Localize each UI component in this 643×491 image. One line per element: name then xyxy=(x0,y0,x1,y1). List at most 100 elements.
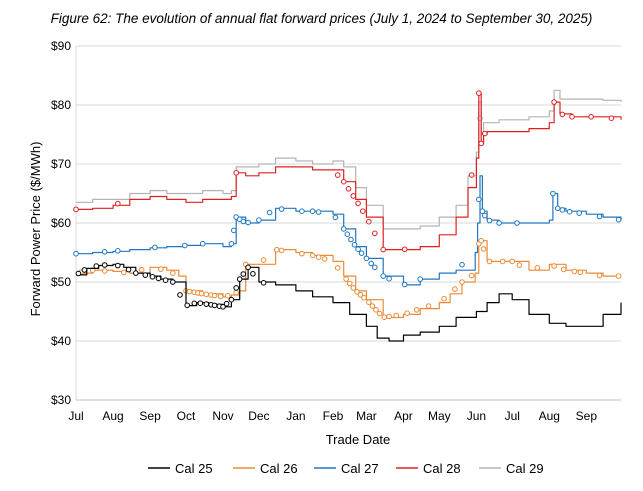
data-point xyxy=(231,227,237,234)
legend-item-cal-26: Cal 26 xyxy=(233,461,298,476)
data-point xyxy=(186,288,193,295)
data-point xyxy=(233,170,239,176)
x-tick-label: Sep xyxy=(576,409,598,423)
series-line xyxy=(76,263,622,342)
data-point xyxy=(360,208,366,214)
data-point xyxy=(321,256,328,262)
data-point xyxy=(177,292,183,298)
series-cal-28 xyxy=(73,90,622,253)
data-point xyxy=(577,269,584,276)
data-point xyxy=(534,265,541,271)
data-point xyxy=(115,248,121,254)
data-point xyxy=(198,290,205,297)
legend-item-cal-29: Cal 29 xyxy=(479,461,544,476)
data-point xyxy=(478,237,485,244)
data-point xyxy=(393,312,400,319)
data-point xyxy=(354,289,360,295)
plot-frame xyxy=(75,46,621,401)
data-point xyxy=(217,293,224,300)
data-point xyxy=(274,246,280,253)
data-point xyxy=(245,264,251,271)
data-point xyxy=(101,249,108,255)
data-point xyxy=(345,186,352,192)
data-point xyxy=(152,244,158,251)
data-point xyxy=(413,307,420,313)
data-point xyxy=(299,208,305,214)
data-point xyxy=(486,258,493,265)
data-point xyxy=(381,314,388,321)
data-point xyxy=(170,279,176,285)
data-point xyxy=(560,266,567,273)
data-point xyxy=(191,300,198,307)
data-point xyxy=(569,114,575,120)
data-point xyxy=(499,258,506,265)
data-point xyxy=(203,301,210,307)
data-point xyxy=(459,261,465,268)
x-tick-label: Aug xyxy=(102,409,123,423)
data-point xyxy=(373,307,379,313)
data-point xyxy=(596,272,603,279)
data-point xyxy=(615,273,622,279)
data-point xyxy=(346,280,353,287)
data-point xyxy=(75,270,82,277)
series-cal-27 xyxy=(73,175,622,288)
data-point xyxy=(334,265,341,271)
series-line xyxy=(76,92,622,251)
data-point xyxy=(350,193,357,199)
data-point xyxy=(315,254,322,261)
data-point xyxy=(554,205,561,212)
data-point xyxy=(478,140,485,147)
data-point xyxy=(256,217,262,223)
data-point xyxy=(441,295,447,302)
data-point xyxy=(225,292,231,299)
data-point xyxy=(184,302,190,309)
y-tick-label: $30 xyxy=(51,393,71,407)
data-point xyxy=(496,220,502,226)
data-point xyxy=(233,289,239,296)
x-tick-label: Mar xyxy=(356,409,377,423)
data-point xyxy=(199,240,206,247)
data-point xyxy=(278,247,285,254)
data-point xyxy=(355,246,361,252)
y-tick-label: $60 xyxy=(51,216,71,230)
data-point xyxy=(260,280,267,286)
data-point xyxy=(228,296,235,303)
data-point xyxy=(162,277,169,284)
series-group xyxy=(73,89,622,342)
data-point xyxy=(93,263,100,269)
data-point xyxy=(366,299,372,306)
data-point xyxy=(115,200,121,207)
series-cal-25 xyxy=(75,262,622,342)
data-point xyxy=(355,200,361,207)
data-point xyxy=(240,271,247,277)
data-point xyxy=(121,269,127,276)
x-tick-label: Feb xyxy=(323,409,344,423)
chart-title: Figure 62: The evolution of annual flat … xyxy=(50,11,593,26)
data-point xyxy=(299,250,305,257)
data-point xyxy=(182,242,188,249)
data-point xyxy=(266,209,273,216)
data-point xyxy=(482,130,488,137)
data-point xyxy=(369,303,376,309)
data-point xyxy=(559,111,566,118)
y-tick-label: $40 xyxy=(51,334,71,348)
data-point xyxy=(417,276,424,282)
data-point xyxy=(452,286,458,292)
x-tick-label: Jul xyxy=(68,409,83,423)
data-point xyxy=(401,246,408,253)
data-point xyxy=(170,270,176,276)
data-point xyxy=(332,214,339,221)
x-tick-label: May xyxy=(428,409,451,423)
data-point xyxy=(482,212,488,219)
data-point xyxy=(278,206,285,212)
data-point xyxy=(386,313,392,320)
data-point xyxy=(361,294,367,301)
data-point xyxy=(309,252,316,259)
x-tick-label: Nov xyxy=(212,409,233,423)
data-point xyxy=(372,264,378,271)
data-point xyxy=(233,285,239,291)
series-cal-29 xyxy=(76,89,622,230)
data-point xyxy=(236,276,243,282)
y-tick-label: $80 xyxy=(51,98,71,112)
